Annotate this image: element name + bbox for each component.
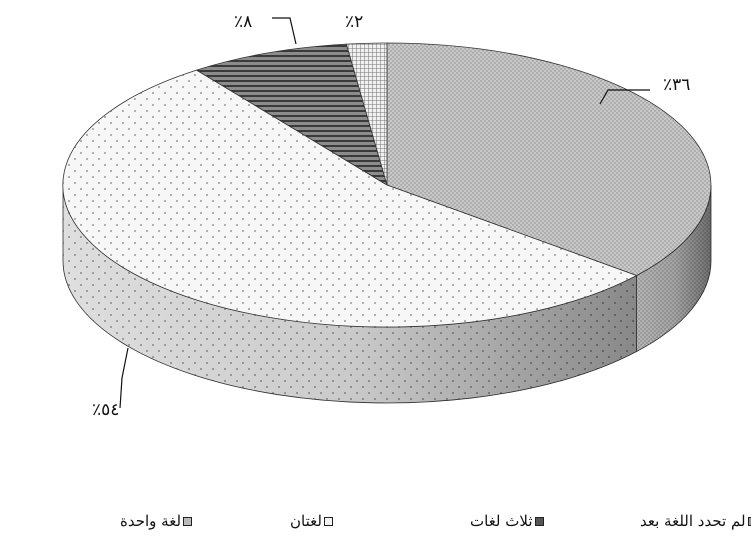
value-label-three-languages: ٪٨ <box>234 12 252 32</box>
value-label-one-language: ٪٣٦ <box>663 75 690 95</box>
legend: لغة واحدة لغتان ثلاث لغات لم تحدد اللغة … <box>0 504 751 544</box>
legend-swatch-two-languages <box>323 516 333 526</box>
pie-chart: ٪٣٦ ٪٥٤ ٪٨ ٪٢ <box>62 12 712 420</box>
legend-swatch-three-languages <box>534 516 544 526</box>
legend-swatch-one-language <box>183 516 193 526</box>
pie-slice-two-languages <box>62 69 638 328</box>
pie-slice-three-languages <box>195 43 388 186</box>
leader-line-two-languages <box>119 347 129 409</box>
leader-line-three-languages <box>272 17 297 45</box>
legend-item-two-languages: لغتان <box>290 512 333 530</box>
legend-item-three-languages: ثلاث لغات <box>470 512 544 530</box>
pie-slice-undetermined <box>345 42 388 186</box>
legend-item-undetermined: لم تحدد اللغة بعد <box>640 512 751 530</box>
pie-slices <box>62 42 712 328</box>
legend-swatch-undetermined <box>747 516 751 526</box>
legend-label-two-languages: لغتان <box>290 512 322 530</box>
legend-label-three-languages: ثلاث لغات <box>470 512 533 530</box>
legend-label-one-language: لغة واحدة <box>120 512 182 530</box>
value-label-two-languages: ٪٥٤ <box>92 400 119 420</box>
pie-value-labels: ٪٣٦ ٪٥٤ ٪٨ ٪٢ <box>92 12 690 420</box>
pie-slice-one-language <box>386 42 712 276</box>
pie-side-shade-one-language <box>636 185 711 352</box>
legend-label-undetermined: لم تحدد اللغة بعد <box>640 512 746 530</box>
pie-side-shade-two-languages <box>63 185 637 403</box>
leader-line-one-language <box>599 89 650 105</box>
value-label-undetermined: ٪٢ <box>345 12 363 32</box>
legend-item-one-language: لغة واحدة <box>120 512 193 530</box>
